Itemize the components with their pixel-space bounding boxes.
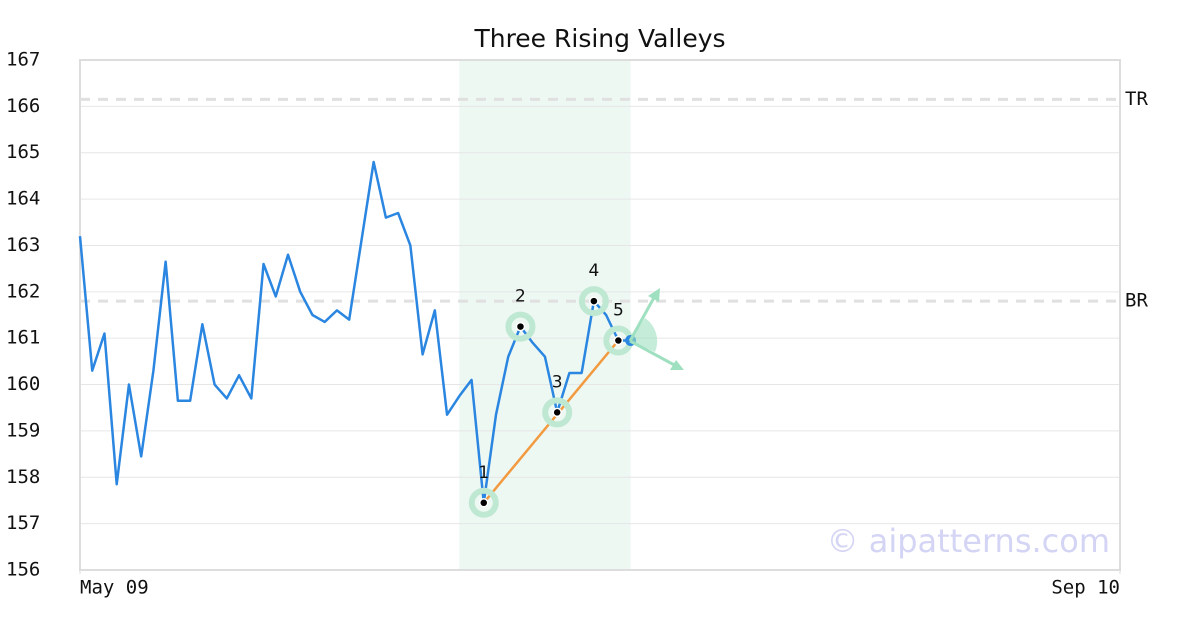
y-tick-label: 163	[6, 234, 40, 256]
arrow-head	[670, 360, 684, 370]
pattern-label: 1	[478, 463, 489, 483]
arrow-head	[648, 288, 660, 302]
watermark: © aipatterns.com	[827, 522, 1110, 560]
pattern-point	[515, 321, 526, 332]
pattern-point	[479, 498, 489, 508]
y-tick-label: 167	[6, 49, 40, 71]
x-tick-label: Sep 10	[1051, 577, 1120, 599]
y-tick-label: 159	[6, 419, 40, 441]
y-tick-label: 157	[6, 512, 40, 534]
projection-arrow	[629, 339, 679, 369]
plot-frame	[79, 59, 1121, 571]
y-tick-label: 158	[6, 466, 40, 488]
pattern-halo	[542, 397, 573, 428]
y-tick-label: 165	[6, 141, 40, 163]
y-tick-label: 162	[6, 280, 40, 302]
pattern-halo	[578, 286, 609, 317]
level-label: BR	[1125, 290, 1148, 312]
projection-arrow	[628, 293, 658, 342]
y-tick-label: 156	[6, 559, 40, 581]
projection-arrows	[628, 288, 684, 370]
level-label: TR	[1125, 88, 1148, 110]
pattern-halo	[468, 487, 499, 518]
y-tick-label: 166	[6, 95, 40, 117]
pattern-region	[459, 60, 631, 570]
pattern-point	[552, 407, 562, 418]
x-tick-label: May 09	[80, 577, 149, 599]
y-tick-label: 160	[6, 373, 40, 395]
pattern-label: 4	[588, 261, 599, 281]
y-tick-label: 161	[6, 327, 40, 349]
pattern-point	[589, 296, 599, 306]
y-tick-label: 164	[6, 188, 40, 210]
price-line	[78, 160, 631, 505]
pattern-point	[613, 335, 624, 346]
plot: 156 157 158 159 160 161 162 163 164 165 166 167 May …	[6, 49, 1148, 599]
pattern-label: 2	[515, 287, 526, 307]
plot-background	[79, 59, 1121, 574]
pattern-label: 5	[613, 301, 624, 321]
pattern-label: 3	[552, 372, 563, 392]
chart-title: Three Rising Valleys	[473, 24, 725, 53]
pattern-halo	[505, 311, 536, 342]
